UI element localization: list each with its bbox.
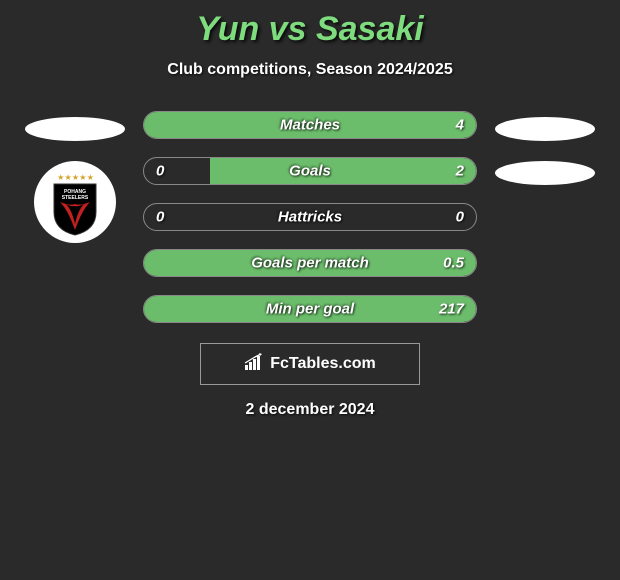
stat-value-right: 4 [456, 117, 464, 134]
team-badge-left: ★ ★ ★ ★ ★ POHANG STEELERS [34, 161, 116, 243]
stat-bar-hattricks: 0 Hattricks 0 [143, 203, 477, 231]
stat-bar-goals: 0 Goals 2 [143, 157, 477, 185]
page-title: Yun vs Sasaki [196, 10, 423, 49]
shield-icon: POHANG STEELERS [50, 182, 100, 236]
stat-value-left: 0 [156, 209, 164, 226]
stat-bar-goals-per-match: Goals per match 0.5 [143, 249, 477, 277]
main-row: ★ ★ ★ ★ ★ POHANG STEELERS Matches 4 0 Goals… [0, 111, 620, 323]
svg-text:STEELERS: STEELERS [62, 195, 89, 201]
stats-column: Matches 4 0 Goals 2 0 Hattricks 0 Goals per matc… [135, 111, 485, 323]
left-column: ★ ★ ★ ★ ★ POHANG STEELERS [15, 111, 135, 243]
brand-text: FcTables.com [270, 355, 376, 373]
stat-value-left: 0 [156, 163, 164, 180]
stat-label: Goals [289, 163, 331, 180]
stat-value-right: 2 [456, 163, 464, 180]
page-subtitle: Club competitions, Season 2024/2025 [167, 61, 452, 79]
chart-icon [244, 353, 266, 376]
stat-bar-matches: Matches 4 [143, 111, 477, 139]
right-column [485, 111, 605, 185]
stat-label: Matches [280, 117, 340, 134]
stat-bar-min-per-goal: Min per goal 217 [143, 295, 477, 323]
infographic-container: Yun vs Sasaki Club competitions, Season … [0, 0, 620, 419]
stat-label: Min per goal [266, 301, 354, 318]
stat-label: Hattricks [278, 209, 342, 226]
stat-fill-right [210, 158, 476, 184]
stat-value-right: 217 [439, 301, 464, 318]
date-text: 2 december 2024 [246, 401, 375, 419]
stat-value-right: 0 [456, 209, 464, 226]
stars-icon: ★ ★ ★ ★ ★ [57, 173, 93, 182]
stat-label: Goals per match [251, 255, 369, 272]
player-ellipse-right-1 [495, 117, 595, 141]
brand-box[interactable]: FcTables.com [200, 343, 420, 385]
player-ellipse-right-2 [495, 161, 595, 185]
stat-value-right: 0.5 [443, 255, 464, 272]
player-ellipse-left [25, 117, 125, 141]
